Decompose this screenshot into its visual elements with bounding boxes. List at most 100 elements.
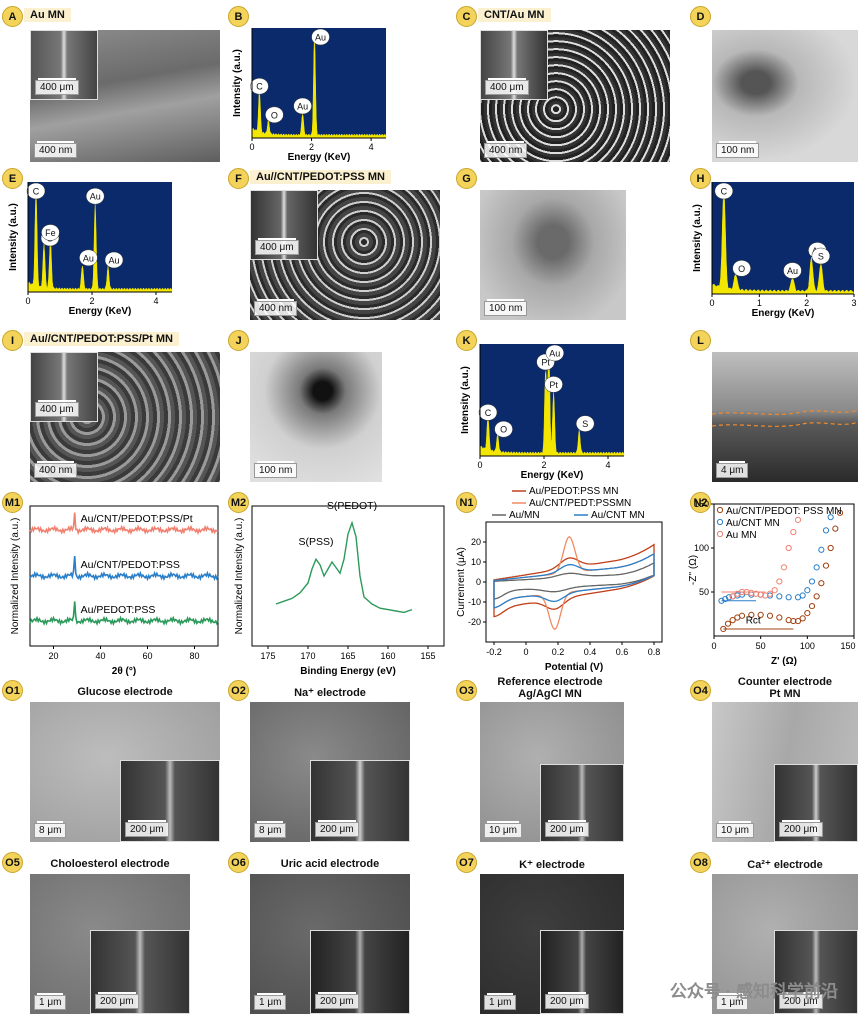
peak-label: O [500, 425, 507, 435]
sem-image-O2: 200 μm 8 μm [250, 702, 410, 842]
sem-image-O1: 200 μm 8 μm [30, 702, 220, 842]
scale-bar-O8-inset: 200 μm [779, 992, 823, 1009]
x-tick-label: 0 [709, 298, 714, 308]
peak-marker-Au [79, 249, 98, 267]
eis-point [780, 564, 788, 571]
eis-point [827, 514, 834, 521]
panel-label-G: G [456, 168, 477, 189]
inset-image-F: 400 μm [250, 190, 318, 260]
peak-marker-C [26, 182, 46, 200]
panel-label-J: J [228, 330, 249, 351]
legend-label: Au/CNT/PEDT:PSSMN [529, 498, 631, 509]
eis-point [776, 593, 783, 600]
legend-label: Au MN [726, 530, 757, 541]
x-axis-label: Z' (Ω) [771, 656, 797, 667]
panel-title-O6: Uric acid electrode [280, 858, 380, 870]
spectrum [251, 33, 387, 139]
eis-point [725, 594, 733, 601]
sem-image-O7: 200 μm 1 μm [480, 874, 624, 1014]
scale-bar-O5-inset: 200 μm [95, 992, 139, 1009]
x-tick-label: 4 [153, 296, 158, 306]
scale-bar-L: 4 μm [716, 461, 749, 478]
scale-bar-G: 100 nm [484, 299, 528, 316]
series-label: Au/CNT/PEDOT:PSS/Pt [81, 513, 193, 525]
peak-label: O [738, 264, 745, 274]
eis-point [799, 592, 806, 599]
y-tick-label: 0 [476, 577, 481, 587]
sem-image-I: 400 μm 400 nm [30, 352, 220, 482]
eis-point [794, 516, 802, 523]
x-tick-label: 150 [840, 641, 855, 651]
eis-point [729, 593, 736, 600]
scale-bar-O2-inset: 200 μm [315, 820, 359, 837]
y-axis-label: Intensity (a.u.) [8, 203, 19, 271]
panel-label-C: C [456, 6, 477, 27]
panel-label-O1: O1 [2, 680, 23, 701]
peak-label: C [721, 187, 728, 197]
scale-bar-I: 400 nm [34, 461, 78, 478]
y-tick-label: 100 [694, 543, 709, 553]
peak-marker-C [478, 404, 498, 421]
x-axis-label: Energy (KeV) [69, 306, 132, 317]
eis-point [822, 527, 830, 534]
watermark: 公众号 · 感知科学前沿 [669, 982, 838, 1001]
inset-image-A: 400 μm [30, 30, 98, 100]
x-tick-label: 2 [541, 460, 546, 470]
panel-label-L: L [690, 330, 711, 351]
scale-bar-O7: 1 μm [484, 993, 517, 1010]
panel-label-O5: O5 [2, 852, 23, 873]
x-axis-label: Binding Energy (eV) [300, 666, 396, 676]
panel-label-B: B [228, 6, 249, 27]
panel-label-O3: O3 [456, 680, 477, 701]
sem-image-A: 400 μm 400 nm [30, 30, 220, 162]
peak-label: C [256, 82, 263, 92]
scale-bar-O8: 1 μm [716, 993, 749, 1010]
peak-label: Pt [549, 380, 558, 390]
eis-point [776, 578, 783, 585]
panel-label-D: D [690, 6, 711, 27]
scale-bar-O1-inset: 200 μm [125, 820, 169, 837]
legend-marker [716, 506, 724, 514]
y-axis-label: Intensity (a.u.) [232, 49, 243, 117]
sem-image-C: 400 μm 400 nm [480, 30, 670, 162]
panel-label-O6: O6 [228, 852, 249, 873]
interface-dashed-line [712, 409, 858, 427]
peak-marker-Au [104, 251, 124, 269]
series-label: Au/CNT/PEDOT:PSS [81, 559, 180, 571]
x-tick-label: 50 [756, 641, 766, 651]
xrd-series-line [29, 556, 219, 582]
legend-label: Au/CNT MN [591, 510, 645, 521]
xps-line [275, 520, 413, 614]
panel-title-O2: Na⁺ electrode [294, 687, 366, 699]
y-tick-label: 20 [471, 537, 481, 547]
scale-bar-O6: 1 μm [254, 993, 287, 1010]
peak-marker-S [811, 247, 831, 265]
x-tick-label: 175 [260, 651, 275, 661]
scale-bar-J: 100 nm [254, 461, 298, 478]
scale-bar-O3: 10 μm [484, 821, 522, 838]
sem-image-F: 400 μm 400 nm [250, 190, 440, 320]
scale-bar-O2: 8 μm [254, 821, 287, 838]
inset-image-O3: 200 μm [540, 764, 624, 842]
inset-image-O8: 200 μm [774, 930, 858, 1014]
y-tick-label: 50 [699, 587, 709, 597]
peak-label: C [485, 408, 492, 418]
plot-frame [713, 503, 855, 637]
panel-label-M1: M1 [2, 492, 23, 513]
tem-image-J: 100 nm [250, 352, 382, 482]
sem-image-O8: 200 μm 1 μm [712, 874, 858, 1014]
peak-marker-Au [85, 187, 105, 205]
xrd-series-line [29, 601, 219, 627]
tem-image-G: 100 nm [480, 190, 626, 320]
eis-point [813, 593, 820, 600]
scale-bar-O5: 1 μm [34, 993, 67, 1010]
panel-label-K: K [456, 330, 477, 351]
peak-label: C [33, 187, 40, 197]
x-tick-label: 80 [189, 651, 199, 661]
peak-marker-O [265, 106, 284, 124]
peak-label: Au [549, 349, 560, 359]
y-axis-label: Normalized Intensity (a.u.) [10, 518, 21, 635]
